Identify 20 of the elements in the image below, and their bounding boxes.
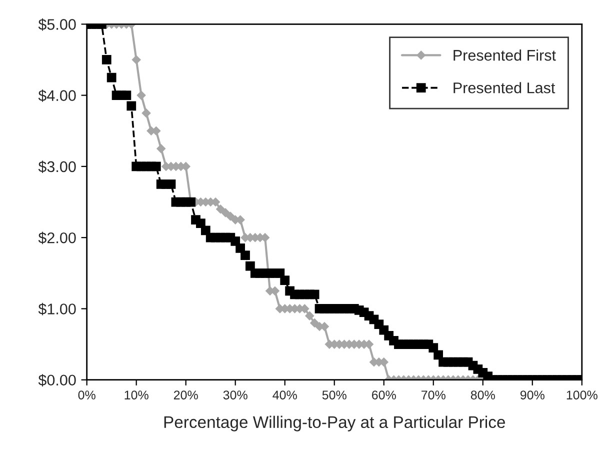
x-tick-label: 100% bbox=[566, 390, 598, 400]
x-tick-label: 90% bbox=[520, 390, 544, 400]
y-tick-label: $1.00 bbox=[38, 302, 76, 316]
x-tick-label: 20% bbox=[174, 390, 198, 400]
x-tick-label: 40% bbox=[272, 390, 297, 400]
legend-label: Presented First bbox=[454, 50, 556, 61]
x-tick-label: 30% bbox=[223, 390, 248, 400]
y-tick-label: $5.00 bbox=[38, 18, 76, 31]
x-tick-label: 50% bbox=[322, 390, 346, 400]
x-tick-label: 70% bbox=[422, 390, 446, 400]
x-axis-title: Percentage Willing-to-Pay at a Particular Price bbox=[164, 416, 505, 432]
x-tick-label: 80% bbox=[470, 390, 495, 400]
x-tick-label: 10% bbox=[124, 390, 148, 400]
y-tick-label: $4.00 bbox=[38, 90, 76, 102]
y-tick-label: $0.00 bbox=[38, 374, 76, 386]
x-tick-label: 0% bbox=[78, 390, 96, 400]
legend-label: Presented Last bbox=[454, 82, 556, 94]
y-tick-label: $2.00 bbox=[38, 232, 76, 244]
x-tick-label: 60% bbox=[372, 390, 396, 400]
y-tick-label: $3.00 bbox=[38, 160, 76, 174]
